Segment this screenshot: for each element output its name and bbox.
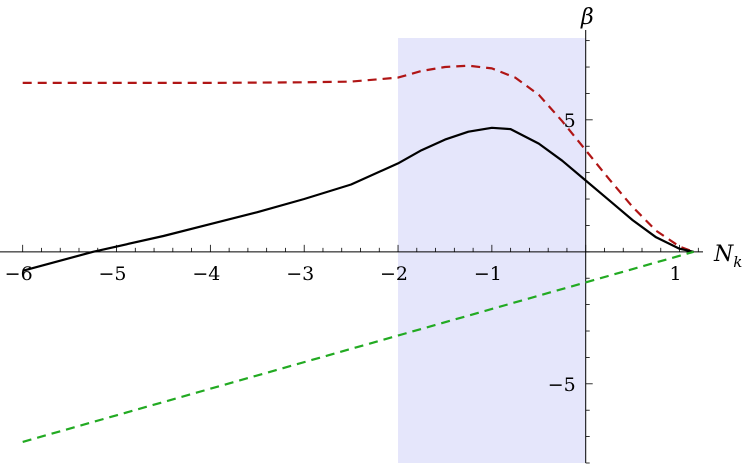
series-line-2 (22, 126, 694, 272)
y-tick-label: −5 (548, 374, 576, 396)
x-tick-label: −3 (286, 263, 314, 285)
x-tick-label: −6 (5, 263, 33, 285)
y-tick-label: 5 (564, 110, 576, 132)
x-tick-label: −2 (380, 263, 408, 285)
axes (0, 30, 703, 464)
series-line-1 (22, 64, 694, 253)
x-tick-label: 1 (669, 263, 681, 285)
series-line-3 (22, 250, 694, 443)
series-layer (22, 64, 694, 443)
x-tick-label: −1 (474, 263, 502, 285)
x-tick-label: −4 (192, 263, 220, 285)
labels: −6 −5 −4 −3 −2 −1 1 −5 5 β Nk (5, 5, 743, 396)
x-axis-label: Nk (713, 242, 742, 271)
y-axis-label: β (580, 5, 594, 30)
x-tick-label: −5 (99, 263, 127, 285)
